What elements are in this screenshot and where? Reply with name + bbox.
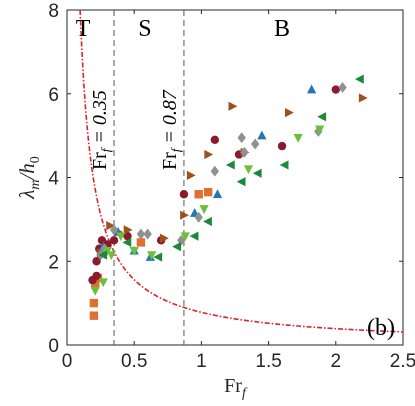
data-point-triangle-left <box>225 160 235 170</box>
data-point-triangle-left <box>98 250 108 260</box>
data-point-circle <box>210 135 220 145</box>
data-point-diamond <box>177 234 186 246</box>
data-point-diamond <box>250 138 260 150</box>
data-point-circle <box>331 85 340 94</box>
threshold-curve-line <box>79 9 404 333</box>
data-point-triangle-right <box>123 225 133 235</box>
x-tick-label: 0.5 <box>121 351 147 372</box>
data-point-triangle-left <box>252 168 262 178</box>
data-point-triangle-down <box>90 286 100 296</box>
x-tick-label: 0 <box>62 351 73 372</box>
data-point-square <box>89 311 99 320</box>
x-tick-label: 1 <box>196 351 207 372</box>
axis-ticks: 0 0.5 1 1.5 2 2.5 0 2 4 6 8 <box>48 1 415 372</box>
data-point-circle <box>109 236 119 245</box>
axes-frame <box>66 9 404 346</box>
data-point-triangle-left <box>122 237 132 248</box>
data-point-circle <box>179 190 189 199</box>
data-point-triangle-left <box>189 231 199 241</box>
x-tick-label: 2 <box>331 351 342 372</box>
data-points <box>88 74 368 320</box>
y-tick-label: 4 <box>48 169 59 190</box>
x-tick-label: 2.5 <box>390 351 415 372</box>
boundary-label-0: Frf = 0.35 <box>89 90 113 170</box>
data-point-triangle-down <box>106 251 116 261</box>
data-point-triangle-up <box>306 84 317 94</box>
data-point-circle <box>277 141 287 151</box>
data-point-diamond <box>210 165 220 177</box>
data-point-triangle-left <box>153 252 163 262</box>
data-point-diamond <box>143 228 152 240</box>
x-tick-label: 1.5 <box>255 351 281 372</box>
data-point-triangle-left <box>354 74 364 84</box>
data-point-triangle-right <box>180 210 189 220</box>
data-point-triangle-right <box>186 170 196 181</box>
data-point-diamond <box>194 211 203 223</box>
data-point-triangle-right <box>228 101 238 111</box>
y-axis-label: λm/h0 <box>15 156 43 200</box>
y-tick-label: 0 <box>48 336 59 357</box>
panel-label: (b) <box>367 315 395 341</box>
data-point-triangle-right <box>106 221 116 231</box>
data-point-triangle-right <box>204 149 214 160</box>
region-label-s: S <box>138 16 151 42</box>
data-point-square <box>89 298 99 308</box>
data-point-triangle-down <box>293 133 303 143</box>
data-point-triangle-up <box>257 130 267 140</box>
data-point-square <box>136 238 146 247</box>
data-point-triangle-down <box>98 278 108 288</box>
data-point-triangle-left <box>203 216 212 227</box>
data-point-triangle-left <box>236 177 246 187</box>
region-label-t: T <box>76 16 91 42</box>
data-point-diamond <box>237 132 246 144</box>
y-tick-label: 6 <box>48 85 59 106</box>
data-point-triangle-right <box>159 233 169 243</box>
chart-text: Frf λm/h0 T S B (b) <box>15 16 395 401</box>
data-point-triangle-left <box>317 112 327 122</box>
data-point-square <box>194 190 203 199</box>
data-point-triangle-left <box>172 241 181 252</box>
data-point-triangle-right <box>358 93 368 103</box>
y-tick-label: 8 <box>48 1 59 22</box>
data-point-triangle-down <box>315 125 325 135</box>
data-point-diamond <box>240 146 249 158</box>
y-tick-label: 2 <box>48 252 59 273</box>
data-point-triangle-down <box>199 205 209 214</box>
data-point-diamond <box>136 228 146 240</box>
x-axis-label: Frf <box>224 375 248 401</box>
data-point-triangle-right <box>284 107 294 118</box>
data-point-square <box>203 187 213 197</box>
data-point-diamond <box>109 224 119 236</box>
data-point-square <box>91 280 100 289</box>
regime-boundaries: Frf = 0.35 Frf = 0.87 <box>89 10 185 345</box>
data-point-triangle-left <box>279 160 289 170</box>
data-point-triangle-down <box>147 251 157 261</box>
data-point-triangle-down <box>243 165 254 175</box>
plot-border <box>66 9 404 346</box>
region-label-b: B <box>274 16 290 42</box>
data-point-circle <box>92 271 101 281</box>
data-point-triangle-up <box>212 189 223 199</box>
data-point-circle <box>92 257 101 266</box>
data-point-circle <box>123 231 132 241</box>
boundary-label-1: Frf = 0.87 <box>159 89 183 170</box>
data-point-triangle-down <box>116 232 126 242</box>
data-point-triangle-down <box>180 232 190 242</box>
data-point-diamond <box>338 82 347 93</box>
data-point-triangle-down <box>129 247 139 256</box>
threshold-curve <box>79 9 404 333</box>
